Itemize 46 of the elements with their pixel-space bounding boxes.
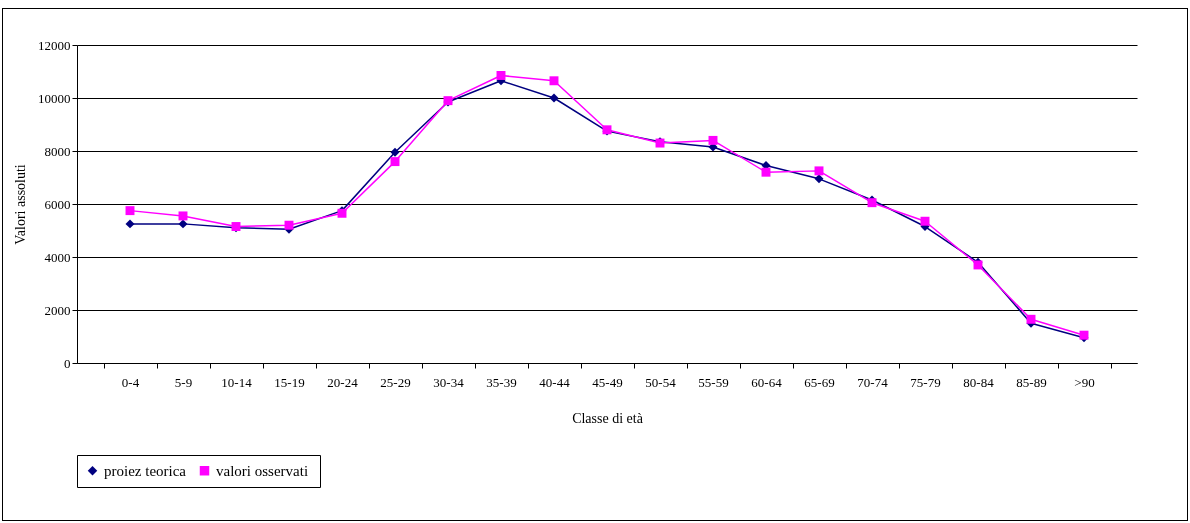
x-tick-label: 0-4 bbox=[121, 374, 140, 390]
y-tick-label: 2000 bbox=[44, 302, 71, 318]
x-tick-label: 5-9 bbox=[174, 374, 193, 390]
x-tick-label: 55-59 bbox=[698, 374, 729, 390]
x-tick-label: 85-89 bbox=[1016, 374, 1047, 390]
x-tick-label: 65-69 bbox=[804, 374, 835, 390]
legend-label: proiez teorica bbox=[104, 462, 187, 479]
x-tick-label: 75-79 bbox=[910, 374, 941, 390]
point bbox=[708, 135, 718, 145]
point bbox=[284, 220, 294, 230]
point bbox=[1026, 314, 1036, 324]
x-axis-title: Classe di età bbox=[572, 410, 644, 426]
x-tick-label: 30-34 bbox=[433, 374, 465, 390]
y-tick-label: 12000 bbox=[38, 37, 71, 53]
point bbox=[125, 219, 135, 229]
x-tick-label: 45-49 bbox=[592, 374, 623, 390]
x-tick-label: 25-29 bbox=[380, 374, 411, 390]
point bbox=[390, 147, 400, 157]
point bbox=[920, 216, 930, 226]
point bbox=[496, 71, 506, 80]
x-tick-label: 20-24 bbox=[327, 374, 359, 390]
point bbox=[549, 93, 559, 103]
x-tick-label: >90 bbox=[1074, 374, 1095, 390]
point bbox=[125, 206, 135, 216]
y-tick-label: 10000 bbox=[38, 90, 71, 106]
point bbox=[761, 167, 771, 177]
y-tick-label: 0 bbox=[64, 355, 71, 371]
x-tick-label: 10-14 bbox=[221, 374, 253, 390]
x-tick-label: 60-64 bbox=[751, 374, 783, 390]
y-tick-label: 4000 bbox=[44, 249, 71, 265]
point bbox=[178, 211, 188, 221]
y-axis-title: Valori assoluti bbox=[13, 164, 28, 245]
x-tick-label: 50-54 bbox=[645, 374, 677, 390]
point bbox=[814, 166, 824, 176]
point bbox=[390, 157, 400, 167]
x-tick-label: 70-74 bbox=[857, 374, 889, 390]
x-tick-label: 40-44 bbox=[539, 374, 571, 390]
x-tick-label: 15-19 bbox=[274, 374, 305, 390]
y-tick-label: 6000 bbox=[44, 196, 71, 212]
y-tick-label: 8000 bbox=[44, 143, 71, 159]
x-tick-label: 80-84 bbox=[963, 374, 995, 390]
point bbox=[549, 76, 559, 86]
legend-label: valori osservati bbox=[216, 462, 309, 479]
point bbox=[814, 174, 824, 184]
x-tick-label: 35-39 bbox=[486, 374, 517, 390]
point bbox=[178, 219, 188, 229]
